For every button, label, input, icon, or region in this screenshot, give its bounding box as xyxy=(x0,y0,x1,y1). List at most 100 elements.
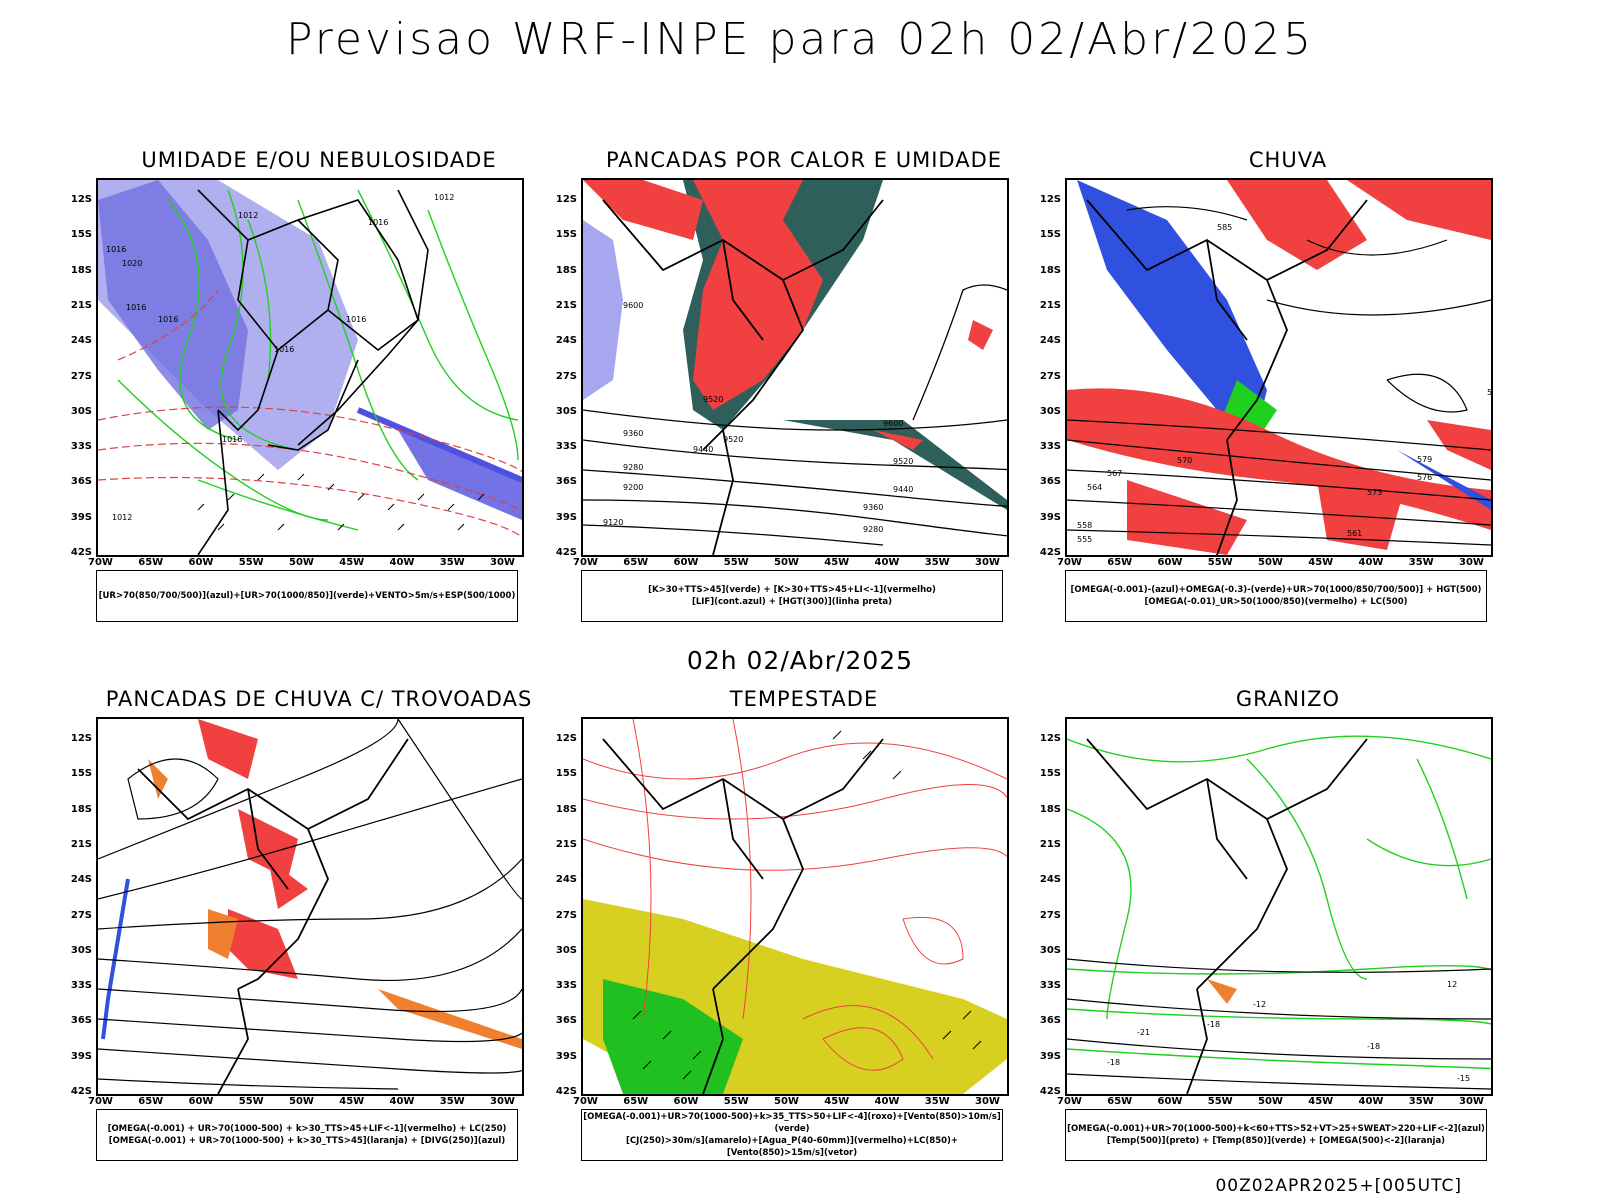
lon-tick-label: 70W xyxy=(1057,1096,1082,1107)
lon-tick-label: 55W xyxy=(238,557,264,568)
contour-label: -15 xyxy=(1457,1074,1470,1083)
lat-tick-label: 27S xyxy=(1039,909,1061,921)
contour-label: -18 xyxy=(1367,1042,1380,1051)
map-chuva: 585 582 579 576 573 570 567 564 561 558 … xyxy=(1065,178,1493,557)
lon-tick-label: 45W xyxy=(339,1096,365,1107)
contour-label: 9600 xyxy=(883,419,903,428)
lon-tick-label: 65W xyxy=(623,557,649,568)
map-pancadas-calor: 9520 9600 9440 9520 9360 9280 9200 9120 … xyxy=(581,178,1009,557)
lon-tick-label: 45W xyxy=(339,557,365,568)
contour-label: 567 xyxy=(1107,469,1122,478)
map-umidade: 1016 1012 1016 1020 1016 1016 1016 1012 … xyxy=(96,178,524,557)
lat-tick-label: 42S xyxy=(555,547,577,558)
lon-tick-label: 30W xyxy=(1459,1096,1484,1107)
contour-label: 9520 xyxy=(893,457,913,466)
lat-tick-label: 12S xyxy=(70,194,92,205)
contour-label: 9280 xyxy=(623,463,643,472)
contour-label: 1020 xyxy=(122,259,142,268)
lat-tick-label: 12S xyxy=(1039,733,1061,744)
panel-title: PANCADAS DE CHUVA C/ TROVOADAS xyxy=(105,687,533,711)
contour-label: 1012 xyxy=(112,513,132,522)
lat-tick-label: 24S xyxy=(1039,874,1061,886)
lon-tick-label: 60W xyxy=(673,557,699,568)
lat-tick-label: 18S xyxy=(70,803,92,815)
lat-tick-label: 27S xyxy=(555,370,577,382)
panel-umidade: UMIDADE E/OU NEBULOSIDADE xyxy=(71,148,554,622)
lat-tick-label: 39S xyxy=(1039,511,1061,523)
panel-title: PANCADAS POR CALOR E UMIDADE xyxy=(605,148,1003,172)
contour-label: 9120 xyxy=(603,518,623,527)
lat-tick-label: 42S xyxy=(70,547,92,558)
lat-tick-label: 15S xyxy=(70,229,92,241)
lon-tick-label: 60W xyxy=(1157,557,1183,568)
lon-tick-label: 40W xyxy=(389,557,415,568)
contour-label: 9360 xyxy=(863,503,883,512)
lon-tick-label: 50W xyxy=(289,557,314,568)
lon-tick-label: 30W xyxy=(975,557,1000,568)
lon-tick-label: 55W xyxy=(723,557,749,568)
lat-tick-label: 24S xyxy=(555,335,577,347)
contour-label: 9600 xyxy=(623,301,643,310)
lat-tick-label: 42S xyxy=(1039,1086,1061,1097)
lat-tick-label: 21S xyxy=(70,838,92,850)
lon-tick-label: 70W xyxy=(573,557,598,568)
contour-label: 1012 xyxy=(434,193,454,202)
lon-tick-label: 50W xyxy=(1258,557,1283,568)
lat-tick-label: 42S xyxy=(1039,547,1061,558)
lat-tick-label: 21S xyxy=(555,838,577,850)
contour-label: 9520 xyxy=(703,395,723,404)
lon-tick-label: 60W xyxy=(188,1096,214,1107)
legend-box: [OMEGA(-0.001) + UR>70(1000-500) + k>30_… xyxy=(96,1109,518,1161)
panel-chuva: CHUVA xyxy=(1040,148,1523,622)
lat-tick-label: 15S xyxy=(555,768,577,780)
lat-tick-label: 39S xyxy=(1039,1050,1061,1062)
panel-trovoadas: PANCADAS DE CHUVA C/ TROVOADAS xyxy=(71,687,554,1161)
lon-tick-label: 30W xyxy=(490,557,515,568)
lat-tick-label: 36S xyxy=(555,1015,577,1027)
lon-tick-label: 50W xyxy=(774,557,799,568)
contour-label: 9440 xyxy=(893,485,913,494)
lat-tick-label: 24S xyxy=(70,335,92,347)
lat-tick-label: 18S xyxy=(1039,264,1061,276)
run-timestamp: 00Z02APR2025+[005UTC] xyxy=(1215,1176,1462,1196)
lon-tick-label: 65W xyxy=(1107,1096,1133,1107)
contour-label: -18 xyxy=(1107,1058,1120,1067)
lat-tick-label: 36S xyxy=(1039,476,1061,488)
contour-label: -18 xyxy=(1207,1020,1220,1029)
contour-label: -12 xyxy=(1253,1000,1266,1009)
lon-tick-label: 70W xyxy=(573,1096,598,1107)
lat-tick-label: 15S xyxy=(555,229,577,241)
lat-tick-label: 30S xyxy=(70,405,92,417)
contour-label: 1016 xyxy=(158,315,178,324)
lon-tick-label: 35W xyxy=(439,1096,465,1107)
lat-tick-label: 33S xyxy=(70,980,92,992)
contour-label: 12 xyxy=(1447,980,1457,989)
contour-label: 9200 xyxy=(623,483,643,492)
lon-tick-label: 55W xyxy=(1207,1096,1233,1107)
lat-tick-label: 39S xyxy=(555,1050,577,1062)
lat-tick-label: 18S xyxy=(555,264,577,276)
lat-tick-label: 42S xyxy=(555,1086,577,1097)
lat-tick-label: 21S xyxy=(70,299,92,311)
lon-tick-label: 70W xyxy=(1057,557,1082,568)
contour-label: 585 xyxy=(1217,223,1232,232)
contour-label: 1016 xyxy=(368,218,388,227)
mid-title: 02h 02/Abr/2025 xyxy=(686,646,914,675)
lat-tick-label: 39S xyxy=(555,511,577,523)
contour-label: 9520 xyxy=(723,435,743,444)
lat-tick-label: 21S xyxy=(1039,299,1061,311)
lat-tick-label: 27S xyxy=(1039,370,1061,382)
lon-tick-label: 45W xyxy=(1308,557,1334,568)
lat-tick-label: 18S xyxy=(1039,803,1061,815)
contour-label: 561 xyxy=(1347,529,1362,538)
panel-tempestade: TEMPESTADE [OMEGA(-0.001)+UR>70(1000-500 xyxy=(556,687,1039,1161)
lon-tick-label: 65W xyxy=(1107,557,1133,568)
contour-label: 1012 xyxy=(238,211,258,220)
lon-tick-label: 40W xyxy=(1358,1096,1384,1107)
lon-tick-label: 60W xyxy=(1157,1096,1183,1107)
legend-box: [K>30+TTS>45](verde) + [K>30+TTS>45+LI<-… xyxy=(581,570,1003,622)
contour-label: 1016 xyxy=(222,435,242,444)
lat-tick-label: 33S xyxy=(555,441,577,453)
main-title: Previsao WRF-INPE para 02h 02/Abr/2025 xyxy=(285,14,1314,65)
lat-tick-label: 30S xyxy=(555,944,577,956)
